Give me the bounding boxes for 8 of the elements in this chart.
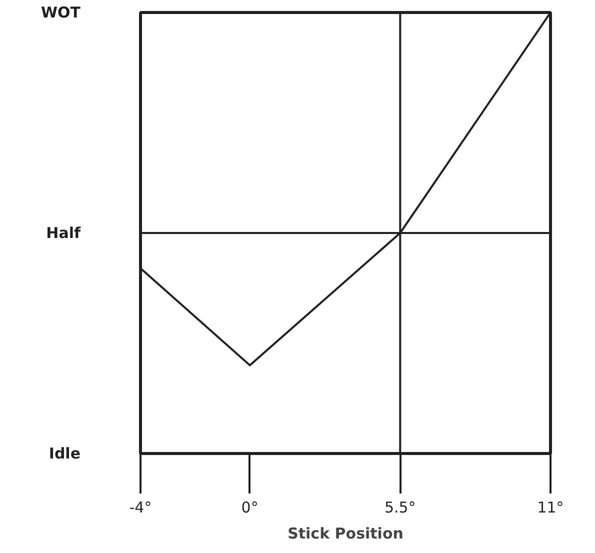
x-axis-title: Stick Position <box>288 524 404 542</box>
text: WOT <box>40 4 82 22</box>
x-tick-label: -4° <box>129 498 152 516</box>
text: Idle <box>48 444 81 462</box>
x-tick-label: 0° <box>241 498 258 516</box>
x-tick-label: 5.5° <box>384 498 416 516</box>
text: Half <box>46 224 81 242</box>
x-tick-label: 11° <box>537 498 564 516</box>
